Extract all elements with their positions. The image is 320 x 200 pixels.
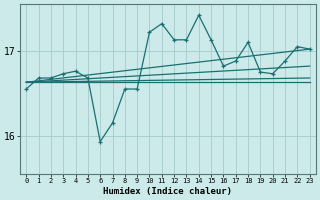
X-axis label: Humidex (Indice chaleur): Humidex (Indice chaleur): [103, 187, 232, 196]
